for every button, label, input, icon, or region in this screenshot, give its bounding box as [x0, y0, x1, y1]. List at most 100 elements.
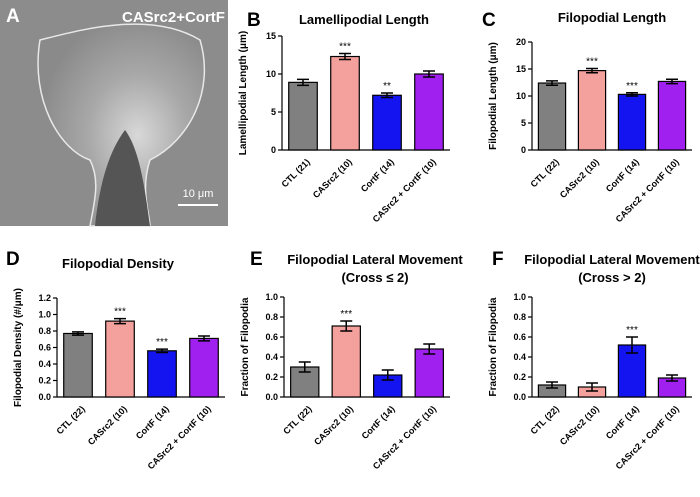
x-tick-label: CASrc2 (10) — [558, 157, 601, 200]
significance-label: *** — [339, 41, 351, 52]
significance-label: *** — [626, 325, 638, 336]
error-bar — [72, 331, 84, 336]
y-axis-label: Lamellipodial Length (μm) — [238, 31, 249, 155]
y-tick-label: 0.6 — [38, 343, 51, 353]
x-tick-label: CTL (21) — [280, 157, 312, 189]
chart-title: Filopodial Length — [558, 10, 666, 25]
error-bar — [626, 336, 638, 354]
y-tick-label: 5 — [521, 118, 526, 128]
y-tick-label: 5 — [271, 107, 276, 117]
x-tick-label: CTL (22) — [529, 404, 561, 436]
y-axis-label: Fraction of Filopodia — [488, 297, 499, 396]
y-tick-label: 0.4 — [38, 359, 51, 369]
x-tick-label: CortF (14) — [360, 404, 397, 441]
bar — [189, 337, 219, 398]
significance-label: *** — [156, 337, 168, 348]
panel-label: A — [6, 6, 20, 27]
error-bar — [423, 343, 436, 355]
error-bar — [381, 92, 393, 99]
error-bar — [586, 382, 598, 392]
x-tick-label: CTL (22) — [529, 157, 561, 189]
image-caption: CASrc2+CortF — [122, 9, 225, 26]
x-tick-label: CortF (14) — [604, 157, 641, 194]
bar — [537, 82, 567, 151]
error-bar — [666, 374, 678, 382]
x-tick-label: CortF (14) — [134, 404, 171, 441]
x-tick-label: CortF (14) — [359, 157, 396, 194]
significance-label: ** — [383, 81, 391, 92]
y-tick-label: 15 — [266, 31, 276, 41]
y-tick-label: 15 — [516, 64, 526, 74]
y-tick-label: 0.8 — [38, 326, 51, 336]
y-tick-label: 0 — [521, 145, 526, 155]
significance-label: *** — [626, 81, 638, 92]
x-tick-label: CortF (14) — [604, 404, 641, 441]
x-tick-label: CTL (22) — [55, 404, 87, 436]
panel-label: C — [482, 10, 496, 31]
bar — [657, 80, 687, 151]
error-bar — [423, 70, 435, 78]
y-tick-label: 1.2 — [38, 293, 51, 303]
chart-title: Filopodial Lateral Movement — [524, 252, 700, 267]
error-bar — [156, 348, 168, 354]
panel-label: F — [492, 249, 504, 270]
significance-label: *** — [114, 307, 126, 318]
bar — [414, 73, 444, 151]
error-bar — [297, 78, 309, 87]
error-bar — [586, 67, 598, 74]
error-bar — [340, 320, 353, 332]
chart-title: Filopodial Lateral Movement — [287, 252, 463, 267]
y-tick-label: 1.0 — [265, 292, 278, 302]
error-bar — [298, 361, 311, 373]
y-axis-label: Fraction of Filopodia — [240, 297, 251, 396]
panel-label: E — [250, 249, 263, 270]
x-tick-label: CASrc2 (10) — [312, 404, 355, 447]
error-bar — [339, 52, 351, 61]
panel-label: B — [247, 10, 261, 31]
y-tick-label: 20 — [516, 37, 526, 47]
chart-title: Lamellipodial Length — [299, 12, 429, 27]
bar — [63, 332, 93, 398]
error-bar — [198, 335, 210, 342]
x-tick-label: CASrc2 (10) — [86, 404, 129, 447]
y-tick-label: 0.0 — [513, 392, 526, 402]
bar — [577, 70, 607, 151]
bar — [147, 350, 177, 398]
significance-label: *** — [586, 56, 598, 67]
y-tick-label: 10 — [266, 69, 276, 79]
bar — [105, 320, 135, 398]
x-tick-label: CTL (22) — [281, 404, 313, 436]
chart-subtitle: (Cross ≤ 2) — [341, 270, 408, 285]
significance-label: *** — [340, 309, 352, 320]
image-panel: A CASrc2+CortF 10 μm — [0, 0, 228, 227]
y-tick-label: 10 — [516, 91, 526, 101]
y-tick-label: 0 — [271, 145, 276, 155]
y-tick-label: 0.4 — [265, 352, 278, 362]
y-tick-label: 0.2 — [265, 372, 278, 382]
y-tick-label: 0.8 — [265, 312, 278, 322]
y-tick-label: 0.2 — [513, 372, 526, 382]
bar — [372, 94, 402, 151]
y-tick-label: 0.2 — [38, 376, 51, 386]
y-tick-label: 1.0 — [38, 310, 51, 320]
y-tick-label: 0.4 — [513, 352, 526, 362]
error-bar — [546, 381, 558, 389]
bar — [617, 93, 647, 151]
y-tick-label: 1.0 — [513, 292, 526, 302]
bar — [330, 55, 360, 151]
x-tick-label: CASrc2 (10) — [311, 157, 354, 200]
scale-bar-label: 10 μm — [183, 188, 214, 200]
y-tick-label: 0.0 — [265, 392, 278, 402]
error-bar — [546, 80, 558, 86]
cell-body — [95, 130, 150, 226]
chart-title: Filopodial Density — [62, 256, 175, 271]
y-tick-label: 0.0 — [38, 392, 51, 402]
y-tick-label: 0.6 — [513, 332, 526, 342]
bar — [288, 81, 318, 151]
cell-shape — [37, 23, 206, 227]
y-axis-label: Filopodial Length (μm) — [488, 42, 499, 150]
chart-subtitle: (Cross > 2) — [578, 270, 646, 285]
bar — [331, 325, 361, 398]
y-tick-label: 0.8 — [513, 312, 526, 322]
